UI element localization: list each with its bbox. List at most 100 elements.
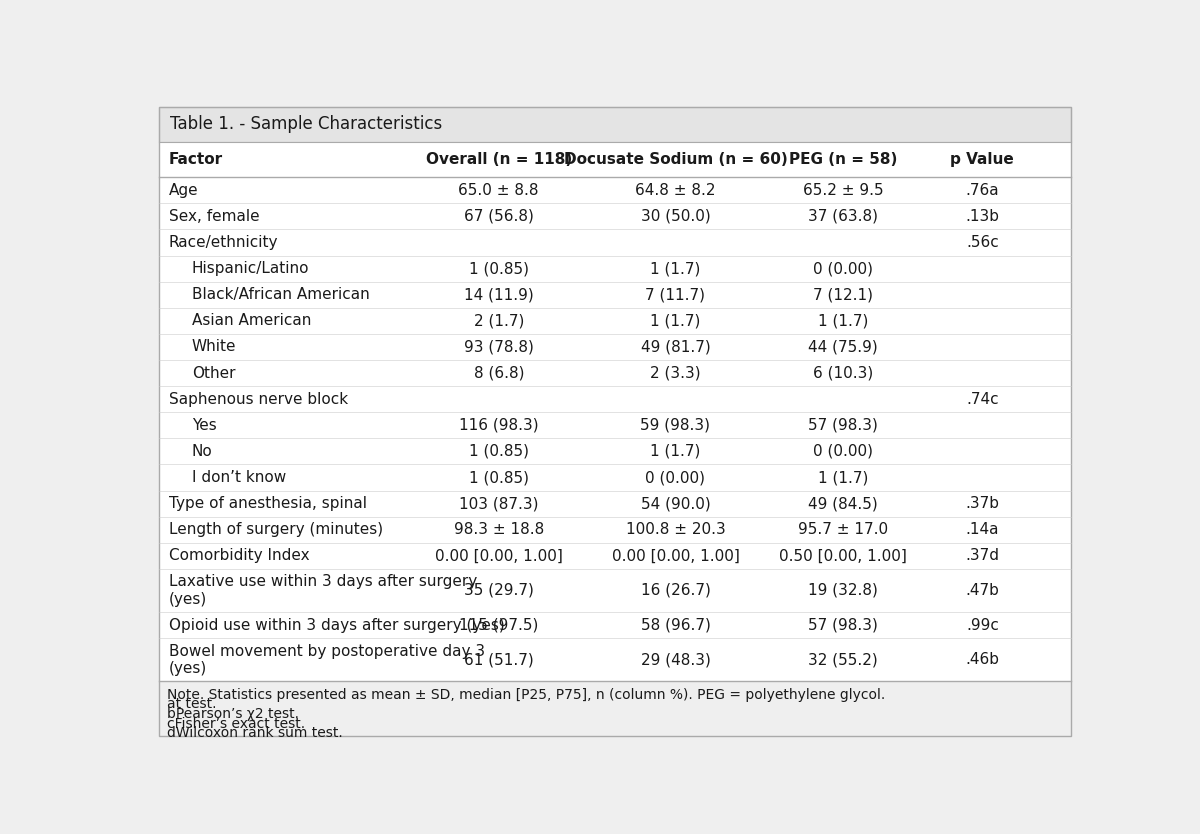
Text: at test.: at test. — [167, 697, 216, 711]
Text: 37 (63.8): 37 (63.8) — [808, 208, 878, 224]
Text: Asian American: Asian American — [192, 314, 311, 329]
Text: .14a: .14a — [966, 522, 1000, 537]
Text: 8 (6.8): 8 (6.8) — [474, 365, 524, 380]
Text: 1 (1.7): 1 (1.7) — [817, 470, 868, 485]
Text: 100.8 ± 20.3: 100.8 ± 20.3 — [625, 522, 725, 537]
Text: 116 (98.3): 116 (98.3) — [458, 418, 539, 433]
Text: 44 (75.9): 44 (75.9) — [808, 339, 877, 354]
Text: PEG (n = 58): PEG (n = 58) — [788, 152, 898, 167]
Text: 54 (90.0): 54 (90.0) — [641, 496, 710, 511]
Text: .47b: .47b — [966, 583, 1000, 598]
Text: 0.00 [0.00, 1.00]: 0.00 [0.00, 1.00] — [434, 549, 563, 564]
Text: 0.00 [0.00, 1.00]: 0.00 [0.00, 1.00] — [612, 549, 739, 564]
Text: I don’t know: I don’t know — [192, 470, 286, 485]
Text: Saphenous nerve block: Saphenous nerve block — [168, 392, 348, 407]
FancyBboxPatch shape — [160, 308, 1070, 334]
Text: .37d: .37d — [965, 549, 1000, 564]
Text: p Value: p Value — [950, 152, 1014, 167]
Text: bPearson’s χ2 test.: bPearson’s χ2 test. — [167, 707, 299, 721]
FancyBboxPatch shape — [160, 255, 1070, 282]
Text: 14 (11.9): 14 (11.9) — [464, 287, 534, 302]
Text: 30 (50.0): 30 (50.0) — [641, 208, 710, 224]
Text: 1 (0.85): 1 (0.85) — [469, 444, 529, 459]
FancyBboxPatch shape — [160, 465, 1070, 490]
Text: 58 (96.7): 58 (96.7) — [641, 618, 710, 633]
Text: .46b: .46b — [965, 652, 1000, 667]
Text: Race/ethnicity: Race/ethnicity — [168, 235, 278, 250]
Text: 1 (0.85): 1 (0.85) — [469, 470, 529, 485]
Text: 98.3 ± 18.8: 98.3 ± 18.8 — [454, 522, 544, 537]
Text: 103 (87.3): 103 (87.3) — [458, 496, 539, 511]
FancyBboxPatch shape — [160, 334, 1070, 360]
Text: .76a: .76a — [966, 183, 1000, 198]
Text: Docusate Sodium (n = 60): Docusate Sodium (n = 60) — [564, 152, 787, 167]
Text: 61 (51.7): 61 (51.7) — [464, 652, 534, 667]
FancyBboxPatch shape — [160, 282, 1070, 308]
Text: 0.50 [0.00, 1.00]: 0.50 [0.00, 1.00] — [779, 549, 907, 564]
Text: cFisher’s exact test.: cFisher’s exact test. — [167, 716, 305, 731]
Text: .74c: .74c — [966, 392, 998, 407]
Text: 65.2 ± 9.5: 65.2 ± 9.5 — [803, 183, 883, 198]
Text: .13b: .13b — [965, 208, 1000, 224]
Text: Length of surgery (minutes): Length of surgery (minutes) — [168, 522, 383, 537]
Text: .37b: .37b — [965, 496, 1000, 511]
FancyBboxPatch shape — [160, 203, 1070, 229]
Text: .56c: .56c — [966, 235, 998, 250]
FancyBboxPatch shape — [160, 412, 1070, 439]
Text: Note. Statistics presented as mean ± SD, median [P25, P75], n (column %). PEG = : Note. Statistics presented as mean ± SD,… — [167, 688, 884, 701]
FancyBboxPatch shape — [160, 490, 1070, 517]
Text: 49 (84.5): 49 (84.5) — [808, 496, 877, 511]
Text: 2 (1.7): 2 (1.7) — [474, 314, 524, 329]
Text: 59 (98.3): 59 (98.3) — [641, 418, 710, 433]
FancyBboxPatch shape — [160, 612, 1070, 638]
Text: 95.7 ± 17.0: 95.7 ± 17.0 — [798, 522, 888, 537]
Text: Hispanic/Latino: Hispanic/Latino — [192, 261, 310, 276]
Text: 67 (56.8): 67 (56.8) — [464, 208, 534, 224]
Text: No: No — [192, 444, 212, 459]
Text: Comorbidity Index: Comorbidity Index — [168, 549, 310, 564]
FancyBboxPatch shape — [160, 543, 1070, 569]
Text: 0 (0.00): 0 (0.00) — [812, 261, 872, 276]
FancyBboxPatch shape — [160, 107, 1070, 142]
Text: Age: Age — [168, 183, 198, 198]
FancyBboxPatch shape — [160, 439, 1070, 465]
Text: 115 (97.5): 115 (97.5) — [460, 618, 539, 633]
Text: 0 (0.00): 0 (0.00) — [812, 444, 872, 459]
Text: 1 (1.7): 1 (1.7) — [650, 444, 701, 459]
FancyBboxPatch shape — [160, 681, 1070, 736]
Text: 16 (26.7): 16 (26.7) — [641, 583, 710, 598]
Text: 7 (11.7): 7 (11.7) — [646, 287, 706, 302]
Text: 35 (29.7): 35 (29.7) — [464, 583, 534, 598]
Text: Other: Other — [192, 365, 235, 380]
Text: 1 (1.7): 1 (1.7) — [650, 314, 701, 329]
FancyBboxPatch shape — [160, 638, 1070, 681]
FancyBboxPatch shape — [160, 517, 1070, 543]
FancyBboxPatch shape — [160, 142, 1070, 177]
Text: .99c: .99c — [966, 618, 998, 633]
Text: 93 (78.8): 93 (78.8) — [464, 339, 534, 354]
Text: 7 (12.1): 7 (12.1) — [812, 287, 872, 302]
Text: 1 (0.85): 1 (0.85) — [469, 261, 529, 276]
FancyBboxPatch shape — [160, 386, 1070, 412]
Text: 64.8 ± 8.2: 64.8 ± 8.2 — [635, 183, 715, 198]
Text: 2 (3.3): 2 (3.3) — [650, 365, 701, 380]
Text: 49 (81.7): 49 (81.7) — [641, 339, 710, 354]
Text: Overall (n = 118): Overall (n = 118) — [426, 152, 572, 167]
Text: 6 (10.3): 6 (10.3) — [812, 365, 872, 380]
Text: Black/African American: Black/African American — [192, 287, 370, 302]
Text: 1 (1.7): 1 (1.7) — [650, 261, 701, 276]
Text: 57 (98.3): 57 (98.3) — [808, 418, 877, 433]
Text: dWilcoxon rank sum test.: dWilcoxon rank sum test. — [167, 726, 342, 741]
FancyBboxPatch shape — [160, 177, 1070, 203]
FancyBboxPatch shape — [160, 229, 1070, 255]
Text: 29 (48.3): 29 (48.3) — [641, 652, 710, 667]
Text: Factor: Factor — [168, 152, 223, 167]
Text: Bowel movement by postoperative day 3
(yes): Bowel movement by postoperative day 3 (y… — [168, 644, 485, 676]
Text: White: White — [192, 339, 236, 354]
FancyBboxPatch shape — [160, 569, 1070, 612]
Text: 32 (55.2): 32 (55.2) — [808, 652, 877, 667]
Text: 65.0 ± 8.8: 65.0 ± 8.8 — [458, 183, 539, 198]
Text: Laxative use within 3 days after surgery
(yes): Laxative use within 3 days after surgery… — [168, 575, 476, 606]
Text: 19 (32.8): 19 (32.8) — [808, 583, 877, 598]
Text: Yes: Yes — [192, 418, 216, 433]
